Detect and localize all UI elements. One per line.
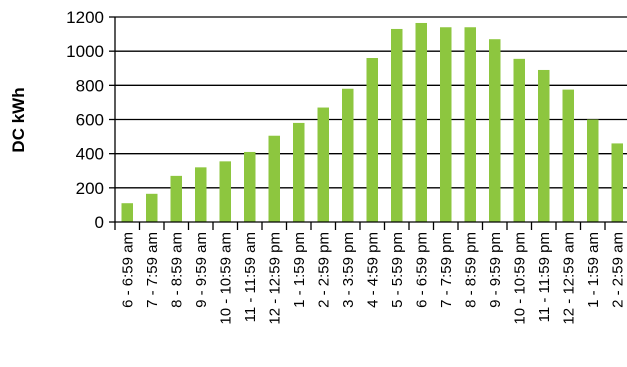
x-tick-label: 1 - 1:59 am (585, 232, 602, 308)
bar (464, 27, 476, 222)
x-tick-label: 8 - 8:59 pm (462, 232, 479, 308)
x-tick-label: 8 - 8:59 am (168, 232, 185, 308)
x-tick-label: 2 - 2:59 pm (315, 232, 332, 308)
bar (489, 39, 501, 223)
x-tick-label: 6 - 6:59 pm (413, 232, 430, 308)
bar (440, 27, 452, 222)
bar (268, 135, 280, 222)
x-tick-label: 1 - 1:59 pm (291, 232, 308, 308)
bar (244, 151, 256, 222)
bar (317, 107, 329, 222)
y-tick-label: 1000 (66, 42, 104, 61)
y-tick-labels: 0 200 400 600 800 1000 1200 (66, 8, 104, 232)
bar (415, 22, 427, 222)
x-tick-label: 2 - 2:59 am (609, 232, 626, 308)
bar (146, 193, 158, 222)
x-tick-label: 3 - 3:59 pm (340, 232, 357, 308)
x-tick-label: 11 - 11:59 pm (536, 232, 553, 322)
x-tick-label: 10 - 10:59 am (217, 232, 234, 325)
y-tick-label: 1200 (66, 8, 104, 27)
x-tick-label: 7 - 7:59 am (144, 232, 161, 308)
x-tick-label: 4 - 4:59 pm (364, 232, 381, 308)
x-tick-label: 9 - 9:59 am (193, 232, 210, 308)
x-tick-label: 7 - 7:59 pm (438, 232, 455, 308)
bar (170, 175, 182, 222)
bar (538, 69, 550, 222)
bar (219, 161, 231, 222)
x-tick-label: 6 - 6:59 am (119, 232, 136, 308)
bar (342, 88, 354, 222)
y-tick-label: 600 (76, 111, 104, 130)
y-tick-label: 0 (95, 213, 104, 232)
x-tick-label: 5 - 5:59 pm (389, 232, 406, 308)
bar (366, 58, 378, 222)
bar (513, 58, 525, 222)
x-tick-label: 12 - 12:59 pm (266, 232, 283, 325)
x-tick-label: 10 - 10:59 pm (511, 232, 528, 325)
x-tick-label: 11 - 11:59 am (242, 232, 259, 322)
bar (121, 203, 133, 222)
bars (121, 22, 623, 223)
x-tick-label: 12 - 12:59 am (560, 232, 577, 325)
bar (195, 167, 207, 222)
y-tick-label: 800 (76, 76, 104, 95)
bar (293, 122, 305, 222)
axes (109, 16, 627, 230)
bar (562, 89, 574, 223)
y-tick-label: 400 (76, 145, 104, 164)
bar (587, 119, 599, 222)
y-tick-label: 200 (76, 179, 104, 198)
x-tick-label: 9 - 9:59 pm (487, 232, 504, 308)
bar (611, 143, 623, 222)
bar (391, 28, 403, 223)
y-axis-label: DC kWh (9, 87, 28, 152)
x-tick-labels: 6 - 6:59 am 7 - 7:59 am 8 - 8:59 am 9 - 9:5… (119, 232, 626, 325)
